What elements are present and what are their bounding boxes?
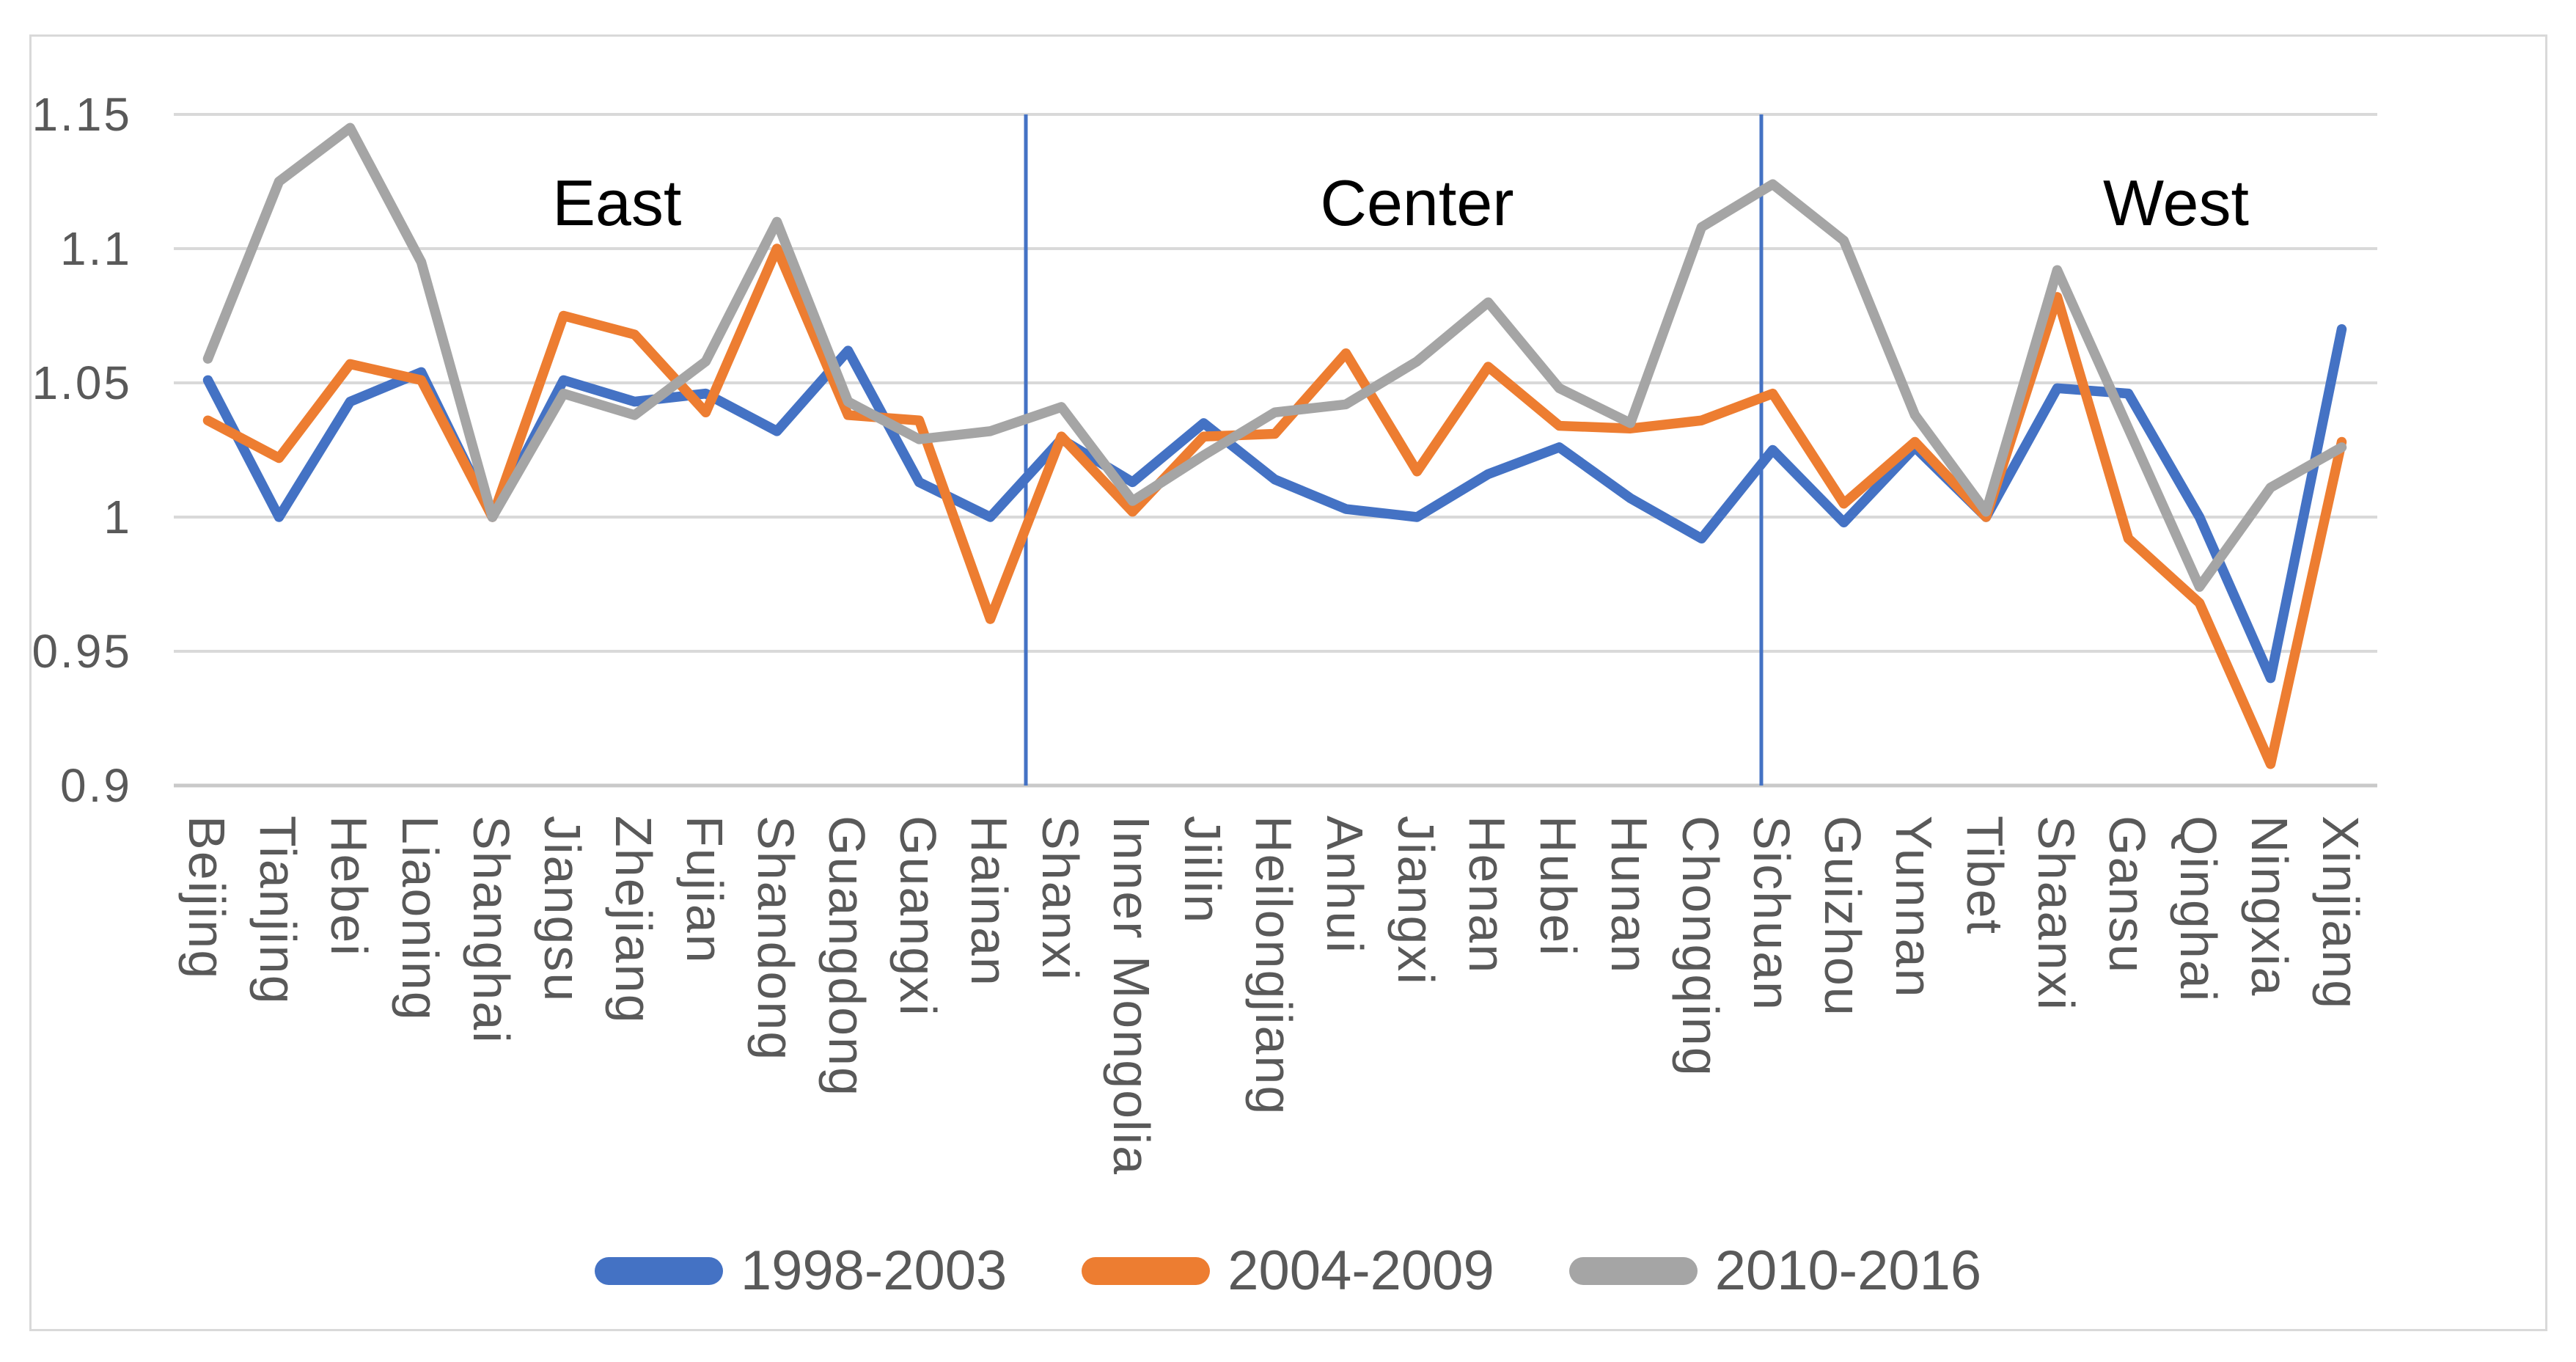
x-axis-category-label: Fujian [675,816,733,964]
x-axis-category-label: Jiilin [1173,816,1231,925]
x-axis-category-label: Tianjing [249,816,307,1006]
x-axis-category-label: Beijing [177,816,235,981]
x-axis-category-label: Inner Mongolia [1102,816,1160,1176]
x-axis-category-label: Zhejiang [604,816,662,1025]
y-axis-tick-label: 1.05 [32,356,132,409]
series-line-2004-2009 [202,244,2347,769]
region-label-west: West [2103,166,2249,240]
x-axis-category-label: Shanghai [462,816,520,1044]
x-axis-category-label: Guangdong [818,816,876,1097]
x-axis-category-label: Yunnan [1885,816,1942,999]
x-axis-category-label: Gansu [2098,816,2156,975]
x-axis-category-label: Anhui [1315,816,1373,955]
x-axis-category-label: Heilongjiang [1244,816,1302,1116]
x-axis-category-label: Hunan [1600,816,1658,975]
region-label-center: Center [1320,166,1514,240]
x-axis-category-label: Henan [1458,816,1516,975]
legend-swatch-2010-2016-icon [1568,1257,1698,1285]
x-axis-category-label: Jiangxi [1387,816,1445,986]
x-axis-category-label: Xinjiang [2311,816,2369,1011]
legend-item-2004-2009: 2004-2009 [1082,1243,1494,1299]
y-axis-tick-label: 1.15 [32,88,132,141]
x-axis-category-label: Ningxia [2240,816,2298,997]
x-axis-category-label: Shaanxi [2027,816,2085,1011]
x-axis-category-label: Jiangsu [533,816,591,1003]
region-label-east: East [552,166,682,240]
legend-swatch-1998-2003-icon [594,1257,723,1285]
legend-item-1998-2003: 1998-2003 [594,1240,1008,1302]
series-line-2010-2016 [202,122,2347,592]
x-axis-category-label: Tibet [1956,816,2014,936]
x-axis-category-label: Shanxi [1031,816,1089,982]
y-axis-tick-label: 0.95 [32,625,132,678]
x-axis-category-label: Hubei [1529,816,1587,957]
x-axis-category-label: Shandong [746,816,804,1062]
legend-label: 1998-2003 [740,1240,1008,1302]
legend: 1998-2003 2004-2009 2010-2016 [0,1238,2576,1304]
legend-swatch-2004-2009-icon [1082,1257,1211,1285]
y-axis-tick-label: 1.1 [60,222,132,275]
y-axis-tick-label: 1 [103,491,132,543]
legend-label: 2010-2016 [1714,1240,1982,1302]
x-axis-category-label: Chongqing [1671,816,1729,1077]
y-axis-tick-label: 0.9 [60,759,132,812]
x-axis-category-label: Guizhou [1813,816,1871,1017]
x-axis-category-label: Qinghai [2169,816,2227,1003]
x-axis-category-label: Hebei [320,816,378,957]
x-axis-category-label: Guangxi [889,816,947,1017]
legend-item-2010-2016: 2010-2016 [1568,1240,1982,1302]
x-axis-category-label: Liaoning [391,816,449,1022]
legend-label: 2004-2009 [1228,1240,1494,1302]
x-axis-category-label: Hainan [960,816,1018,987]
x-axis-category-label: Sichuan [1742,816,1800,1011]
chart-frame [29,34,2547,1331]
